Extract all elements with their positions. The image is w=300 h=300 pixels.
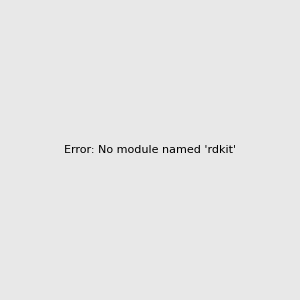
Text: Error: No module named 'rdkit': Error: No module named 'rdkit': [64, 145, 236, 155]
